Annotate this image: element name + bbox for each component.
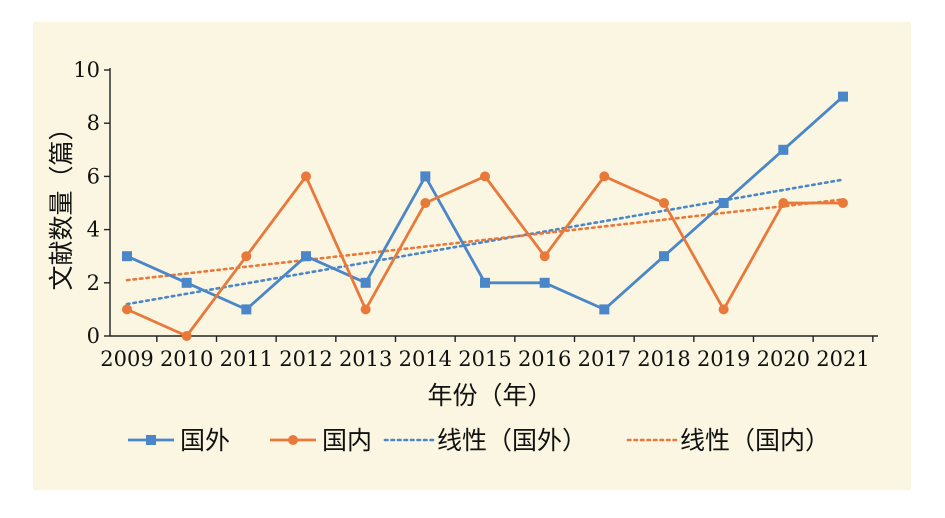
series-line-1	[126, 174, 843, 338]
data-point-0-7	[539, 277, 550, 288]
data-point-1-2	[241, 251, 252, 262]
data-point-0-8	[599, 304, 610, 315]
data-point-0-4	[360, 277, 371, 288]
x-tick-label: 2014	[399, 347, 452, 371]
data-point-0-9	[659, 251, 669, 262]
chart-panel	[33, 22, 911, 490]
x-tick-label: 2020	[757, 347, 810, 371]
legend-swatch-marker	[288, 435, 298, 445]
data-point-0-1	[181, 277, 192, 288]
data-point-1-6	[480, 171, 490, 182]
data-point-0-2	[241, 304, 252, 315]
trendline-国内	[125, 198, 845, 282]
x-tick-label: 2009	[100, 347, 153, 371]
y-tick-label: 10	[73, 58, 100, 82]
data-point-0-5	[420, 171, 431, 182]
x-tick-label: 2012	[279, 347, 332, 371]
legend-item-0: 国外	[128, 426, 230, 455]
legend-swatch-marker	[146, 435, 156, 445]
x-tick-label: 2015	[458, 347, 511, 371]
x-axis-title: 年份（年）	[427, 381, 552, 410]
data-point-0-12	[838, 91, 848, 102]
series-line-0	[126, 95, 844, 311]
data-point-1-3	[301, 171, 311, 182]
axes	[104, 68, 878, 342]
x-tick-label: 2011	[220, 347, 273, 371]
series-markers	[122, 91, 848, 341]
data-point-0-11	[778, 144, 789, 155]
x-tick-label: 2018	[637, 347, 690, 371]
series-lines	[126, 95, 844, 338]
y-tick-label: 2	[87, 271, 100, 295]
legend: 国外 国内 线性（国外） 线性（国内）	[128, 426, 830, 455]
x-tick-label: 2016	[518, 347, 571, 371]
x-tick-label: 2019	[697, 347, 750, 371]
y-tick-label: 0	[87, 324, 100, 348]
legend-label: 国内	[322, 426, 372, 455]
data-point-1-5	[420, 198, 431, 208]
data-point-1-9	[659, 198, 669, 208]
y-tick-label: 4	[87, 218, 100, 242]
data-point-1-10	[718, 304, 729, 315]
data-point-1-1	[181, 331, 192, 341]
data-point-1-12	[838, 198, 848, 208]
x-tick-label: 2013	[339, 347, 392, 371]
legend-item-2: 线性（国外）	[383, 426, 587, 455]
legend-item-1: 国内	[270, 426, 372, 455]
x-tick-label: 2010	[160, 347, 213, 371]
data-point-0-3	[301, 251, 311, 262]
y-tick-label: 8	[87, 111, 100, 135]
x-tick-label: 2017	[578, 347, 631, 371]
legend-label: 线性（国外）	[437, 426, 587, 455]
y-tick-label: 6	[87, 164, 100, 188]
data-point-0-6	[480, 277, 490, 288]
data-point-1-8	[599, 171, 610, 182]
data-point-1-4	[360, 304, 371, 315]
data-point-1-11	[778, 198, 789, 208]
data-point-0-0	[122, 251, 132, 262]
legend-label: 国外	[180, 426, 230, 455]
tick-labels: 0 2 4 6 8 10 2009 2010 2011 2012 2013 2014 2015 2016 2…	[73, 58, 869, 371]
data-point-1-7	[539, 251, 550, 262]
data-point-1-0	[122, 304, 132, 315]
legend-label: 线性（国内）	[680, 426, 830, 455]
data-point-0-10	[718, 198, 729, 208]
x-tick-label: 2021	[816, 347, 869, 371]
legend-item-3: 线性（国内）	[626, 426, 830, 455]
y-axis-title: 文献数量（篇）	[47, 115, 76, 290]
